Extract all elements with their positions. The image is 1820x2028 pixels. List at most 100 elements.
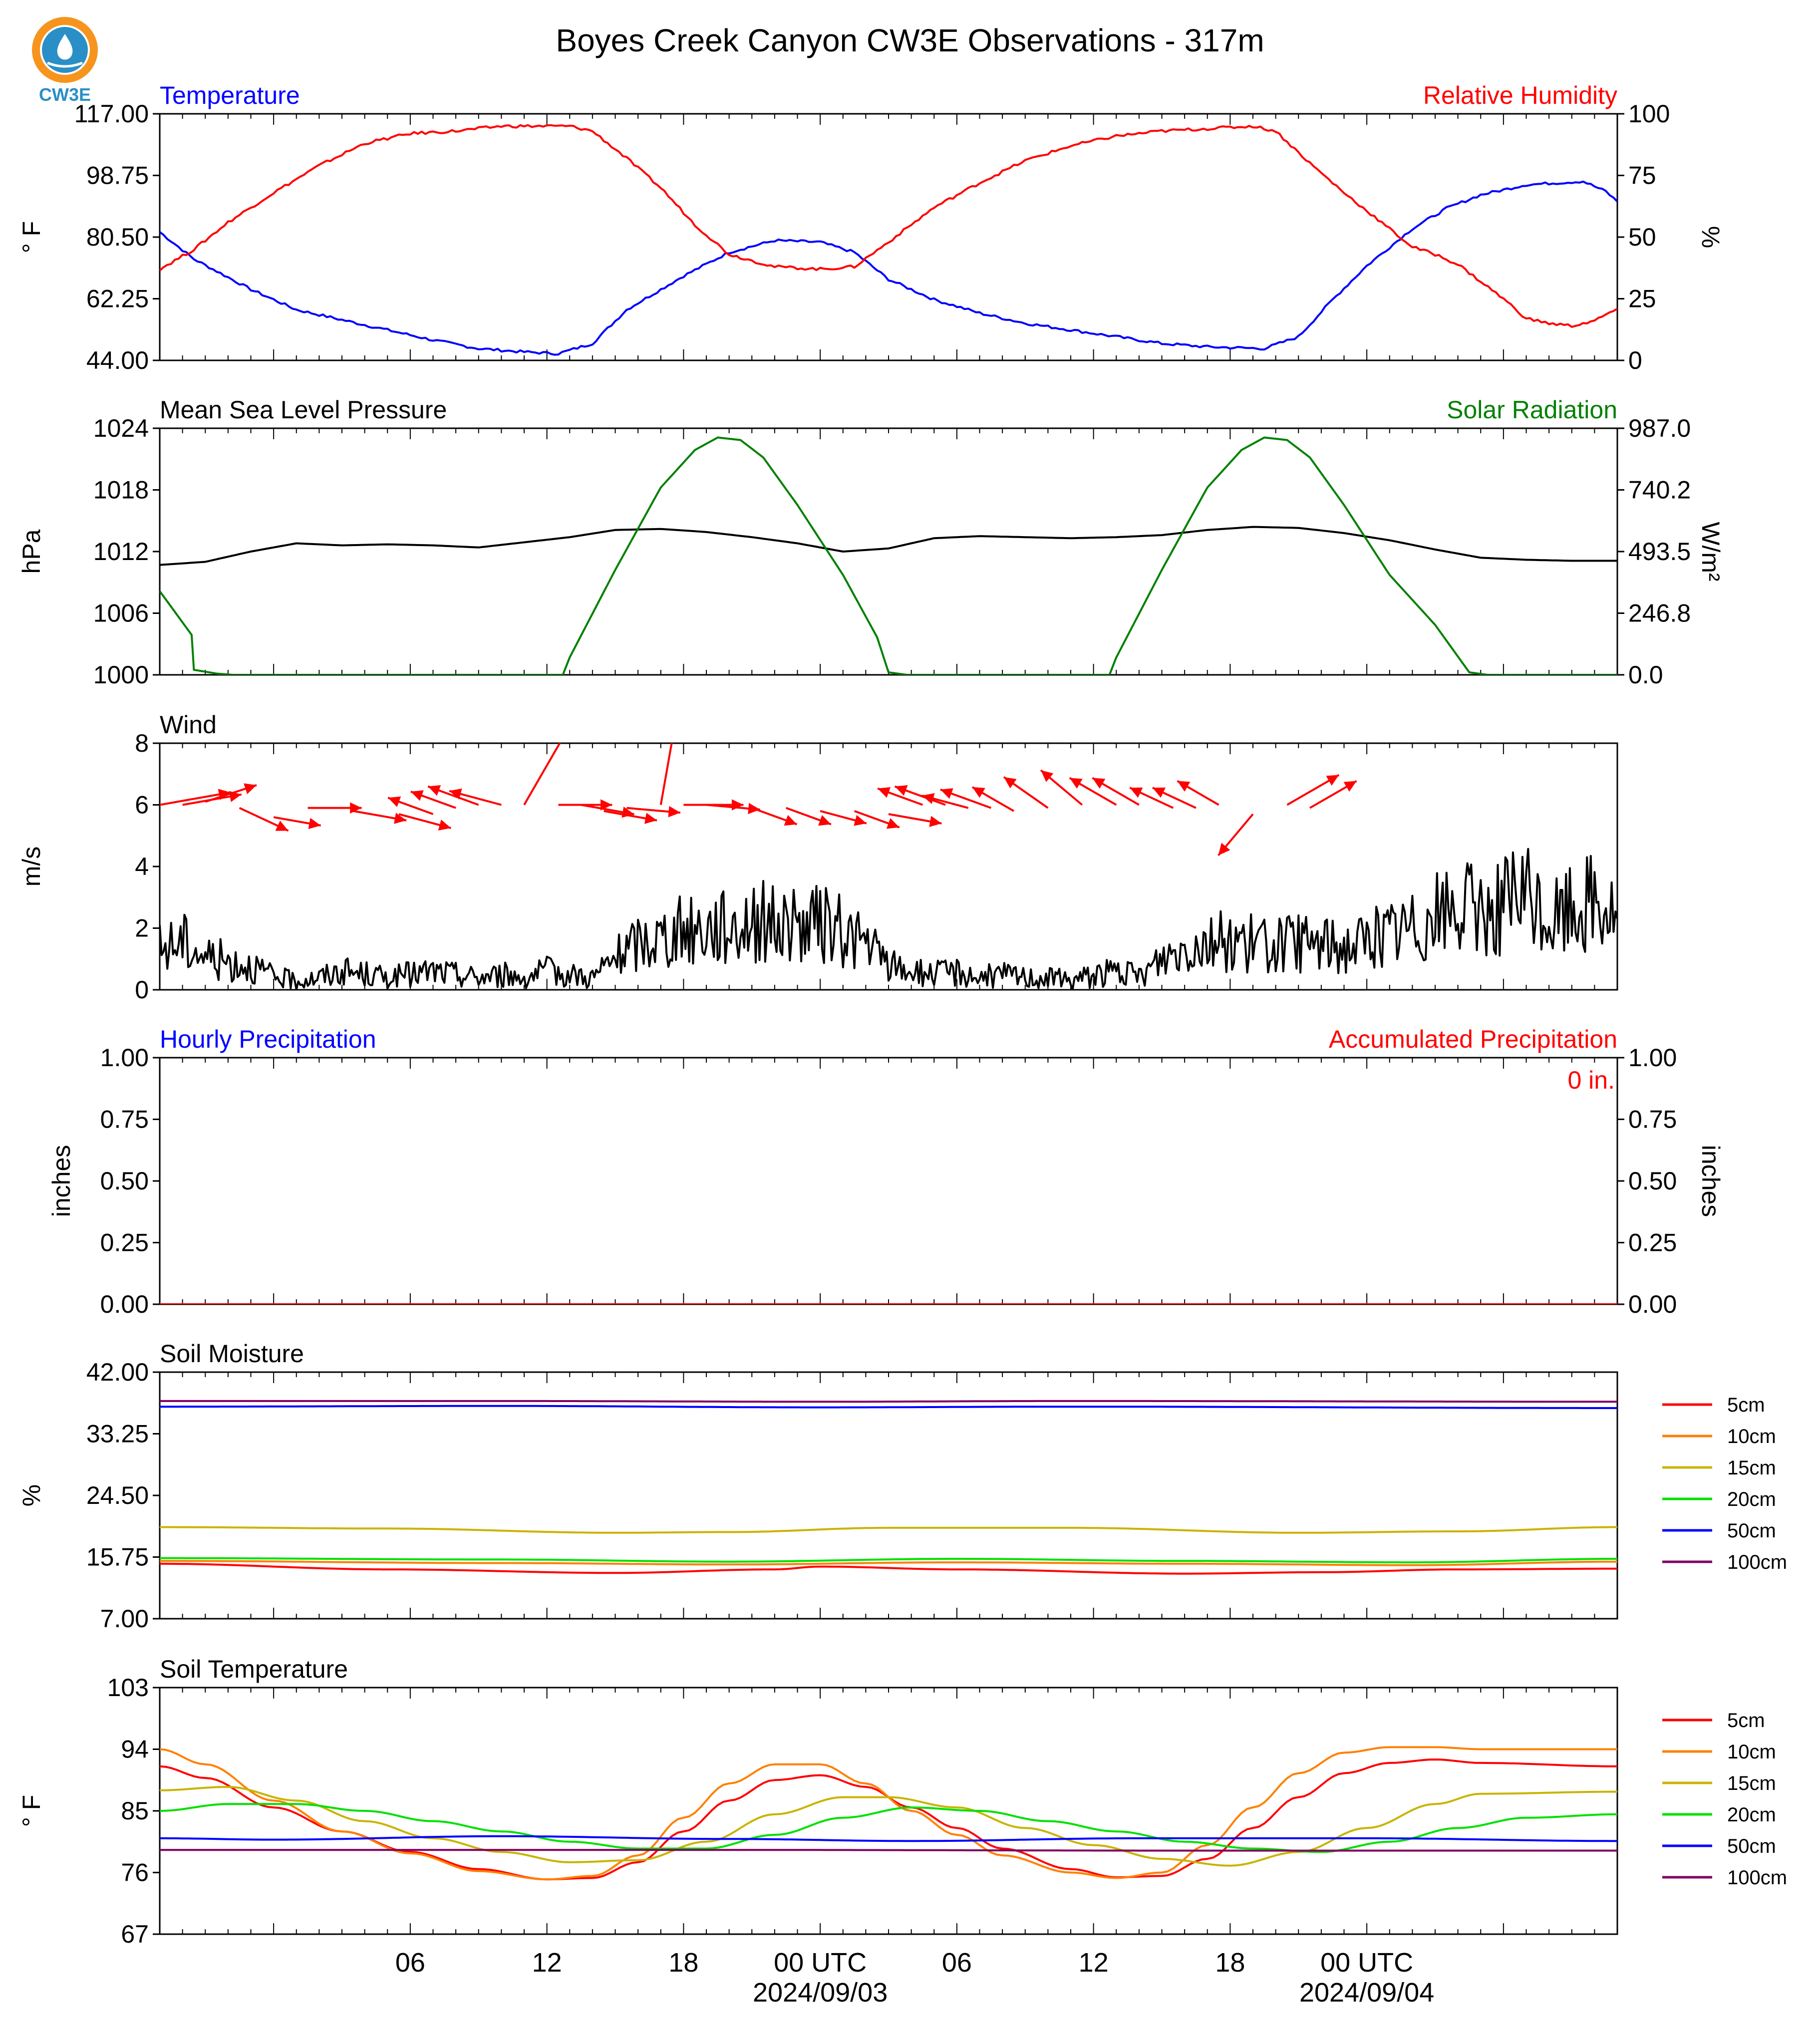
y-tick-label-left: 0.00 [100, 1290, 149, 1318]
y-tick-label-left: 103 [107, 1674, 149, 1702]
series-line-10cm [160, 1560, 1617, 1566]
panel-precipitation: Hourly Precipitation Accumulated Precipit… [47, 1025, 1725, 1318]
panel-title-right: Relative Humidity [1423, 81, 1617, 109]
y-tick-label-left: 1024 [93, 414, 149, 442]
wind-arrow [523, 743, 561, 806]
legend-item-100cm: 100cm [1662, 1867, 1787, 1889]
y-tick-label-left: 117.00 [74, 100, 149, 128]
y-tick-label-left: 62.25 [86, 285, 149, 313]
y-tick-label-right: 0.75 [1628, 1106, 1677, 1134]
wind-arrow [877, 787, 923, 806]
series-line-10cm [160, 1746, 1617, 1881]
series-line-50cm [160, 1835, 1617, 1842]
y-tick-label-left: 1018 [93, 476, 149, 504]
y-tick-label-right: 987.0 [1628, 414, 1691, 442]
series-line-wind-speed [160, 848, 1617, 990]
panel-soil_moisture: Soil Moisture 42.00 33.25 24.50 15.75 7.00% 5c… [17, 1340, 1787, 1633]
y-tick-label-left: 94 [121, 1736, 149, 1763]
y-tick-label-left: 8 [135, 729, 149, 757]
x-tick-label: 12 [1079, 1948, 1109, 1978]
y-tick-label-right: 246.8 [1628, 599, 1691, 627]
wind-arrow [1309, 780, 1357, 809]
legend-label: 10cm [1727, 1741, 1776, 1763]
wind-arrow [786, 807, 832, 826]
wind-arrow [1217, 813, 1254, 857]
panel-pressure_solar: Mean Sea Level Pressure Solar Radiation 10… [17, 396, 1725, 689]
y-tick-label-right: 740.2 [1628, 476, 1691, 504]
y-tick-label-left: 6 [135, 791, 149, 819]
wind-arrow [888, 813, 942, 827]
y-tick-label-right: 100 [1628, 100, 1670, 128]
panel-title-left: Soil Moisture [160, 1340, 304, 1368]
legend-label: 10cm [1727, 1426, 1776, 1448]
series-line-15cm [160, 1526, 1617, 1534]
accumulated-precip-value: 0 in. [1567, 1066, 1615, 1094]
y-tick-label-left: 7.00 [100, 1605, 149, 1633]
wind-arrow [626, 806, 681, 818]
y-axis-label-right: W/m² [1697, 522, 1725, 581]
y-tick-label-left: 1006 [93, 599, 149, 627]
y-tick-label-right: 493.5 [1628, 538, 1691, 566]
legend-item-50cm: 50cm [1662, 1835, 1776, 1857]
legend-label: 15cm [1727, 1772, 1776, 1794]
x-tick-label: 18 [668, 1948, 698, 1978]
wind-arrow [1129, 787, 1174, 809]
wind-arrow [1286, 774, 1340, 806]
y-axis-label-left: inches [47, 1145, 75, 1217]
y-tick-label-left: 33.25 [86, 1420, 149, 1448]
legend-label: 50cm [1727, 1520, 1776, 1542]
wind-arrow [894, 785, 946, 806]
wind-arrow [398, 813, 451, 831]
y-axis-label-left: hPa [17, 529, 45, 574]
y-tick-label-right: 75 [1628, 162, 1656, 190]
wind-arrow [205, 783, 257, 803]
y-tick-label-right: 0.25 [1628, 1229, 1677, 1257]
series-line-5cm [160, 1758, 1617, 1881]
wind-arrow [239, 807, 289, 832]
x-tick-label: 18 [1215, 1948, 1245, 1978]
wind-arrow [273, 816, 321, 829]
wind-arrow [353, 810, 407, 824]
x-tick-label: 12 [532, 1948, 562, 1978]
legend-item-5cm: 5cm [1662, 1710, 1765, 1732]
chart-panels: Temperature Relative Humidity 117.00 98.75 8… [17, 81, 1787, 1948]
wind-arrow [1003, 776, 1049, 809]
series-line-temperature [160, 180, 1617, 356]
panel-temperature_rh: Temperature Relative Humidity 117.00 98.75 8… [17, 81, 1725, 374]
legend-label: 15cm [1727, 1457, 1776, 1479]
wind-arrow [604, 810, 657, 824]
panel-title-left: Mean Sea Level Pressure [160, 396, 447, 424]
wind-arrow [1040, 769, 1083, 806]
water-drop-icon [57, 34, 73, 60]
wind-arrow [1092, 777, 1140, 806]
series-layer [160, 436, 1617, 675]
series-layer [160, 1400, 1617, 1575]
legend-item-5cm: 5cm [1662, 1394, 1765, 1416]
series-line-20cm [160, 1803, 1617, 1853]
y-tick-label-left: 67 [121, 1920, 149, 1948]
y-axis-label-right: inches [1697, 1145, 1725, 1217]
series-layer [160, 743, 1617, 990]
logo-ring [32, 17, 98, 83]
series-line-50cm [160, 1405, 1617, 1409]
y-tick-label-right: 1.00 [1628, 1044, 1677, 1072]
y-tick-label-left: 42.00 [86, 1358, 149, 1386]
x-date-label: 2024/09/04 [1299, 1978, 1434, 2008]
logo-text: CW3E [39, 84, 91, 105]
y-tick-label-left: 85 [121, 1797, 149, 1825]
legend-item-100cm: 100cm [1662, 1551, 1787, 1573]
wind-arrow [940, 788, 991, 809]
wind-arrow [410, 790, 456, 809]
wind-arrow [387, 796, 434, 815]
legend-item-50cm: 50cm [1662, 1520, 1776, 1542]
y-axis-label-left: m/s [17, 847, 45, 887]
legend-item-10cm: 10cm [1662, 1741, 1776, 1763]
legend-label: 20cm [1727, 1488, 1776, 1510]
y-tick-label-left: 4 [135, 853, 149, 880]
legend-item-15cm: 15cm [1662, 1457, 1776, 1479]
wind-arrow [1152, 787, 1197, 809]
y-tick-label-right: 25 [1628, 285, 1656, 313]
y-tick-label-left: 1.00 [100, 1044, 149, 1072]
y-tick-label-right: 0 [1628, 346, 1642, 374]
y-tick-label-left: 2 [135, 914, 149, 942]
